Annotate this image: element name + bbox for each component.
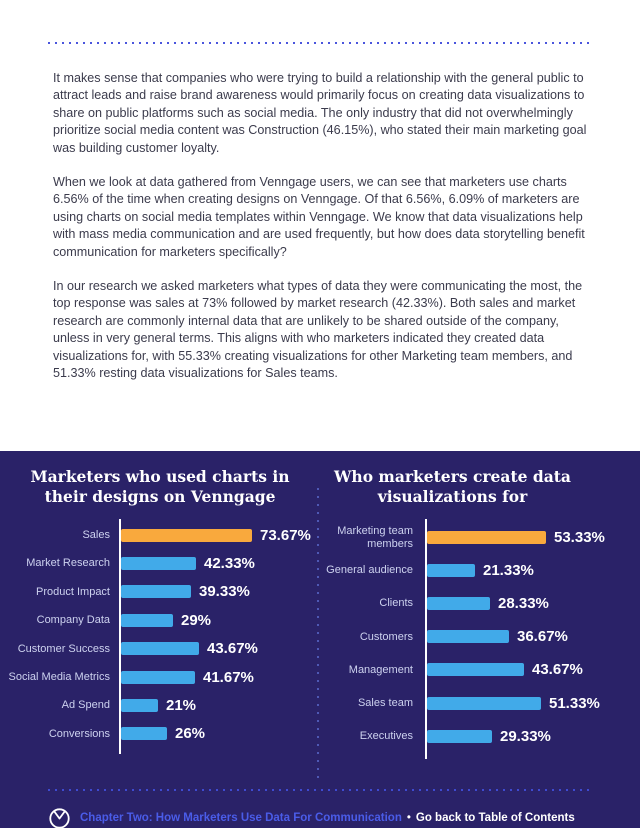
bar-value-label: 39.33% <box>199 583 250 601</box>
bar-value-label: 36.67% <box>517 628 568 646</box>
chart-bar-row: Marketing team members 53.33% <box>320 521 640 554</box>
dotted-divider-vertical <box>317 488 319 780</box>
footer-separator: • <box>406 812 411 825</box>
paragraph-1: It makes sense that companies who were t… <box>53 71 587 155</box>
bar-value-label: 28.33% <box>498 595 549 613</box>
bar <box>427 663 524 677</box>
bar <box>427 531 546 545</box>
paragraph-2: When we look at data gathered from Venng… <box>53 175 585 259</box>
chart-marketers-used-charts: Marketers who used charts in their desig… <box>0 467 320 755</box>
chart-bar-row: Ad Spend 21% <box>0 691 320 719</box>
bar <box>427 729 492 743</box>
chart-title-left-line1: Marketers who used charts in <box>30 467 290 486</box>
bar-value-label: 29% <box>181 611 212 629</box>
bar-value-label: 53.33% <box>554 529 605 547</box>
chart-bar-row: Conversions 26% <box>0 720 320 748</box>
bar-value-label: 21.33% <box>483 562 534 580</box>
chart-title-right: Who marketers create data visualizations… <box>320 467 640 507</box>
chart-bar-row: Clients 28.33% <box>320 587 640 620</box>
bar <box>427 696 541 710</box>
charts-container: Marketers who used charts in their desig… <box>0 467 640 780</box>
bar-category-label: Customers <box>359 630 413 643</box>
bar-value-label: 29.33% <box>500 727 551 745</box>
charts-section: Marketers who used charts in their desig… <box>0 451 640 828</box>
bar <box>427 597 490 611</box>
bar-value-label: 42.33% <box>204 555 255 573</box>
clock-icon <box>49 808 70 828</box>
chart-bar-row: Sales 73.67% <box>0 521 320 549</box>
bar <box>121 670 195 684</box>
chart-bar-row: Sales team 51.33% <box>320 686 640 719</box>
toc-link[interactable]: Go back to Table of Contents <box>415 812 575 825</box>
bar <box>121 613 173 627</box>
bar <box>121 557 196 571</box>
bar-category-label: Market Research <box>26 557 110 570</box>
bar <box>121 642 199 656</box>
bar-value-label: 73.67% <box>260 526 311 544</box>
bar-category-label: Ad Spend <box>61 699 110 712</box>
bar-category-label: Customer Success <box>17 642 110 655</box>
bar-category-label: Marketing team members <box>337 525 413 550</box>
chart-title-left-line2: their designs on Venngage <box>44 487 276 506</box>
chart-title-right-line2: visualizations for <box>377 487 528 506</box>
dotted-divider-footer <box>48 788 592 791</box>
article-section: It makes sense that companies who were t… <box>0 42 640 451</box>
chapter-link[interactable]: Chapter Two: How Marketers Use Data For … <box>80 812 402 825</box>
chart-left-bars: Sales 73.67% Market Research 42.33% Product … <box>0 519 320 755</box>
bar-category-label: Conversions <box>48 727 110 740</box>
bar <box>121 727 167 741</box>
bar-category-label: Product Impact <box>36 585 110 598</box>
chart-bar-row: Customers 36.67% <box>320 620 640 653</box>
bar-value-label: 21% <box>166 697 197 715</box>
bar-category-label: Clients <box>379 597 413 610</box>
bar-category-label: Company Data <box>36 614 110 627</box>
chart-title-right-line1: Who marketers create data <box>334 467 571 486</box>
dotted-divider-top <box>48 42 592 44</box>
chart-bar-row: Product Impact 39.33% <box>0 578 320 606</box>
chart-bar-row: Company Data 29% <box>0 606 320 634</box>
chart-title-left: Marketers who used charts in their desig… <box>0 467 320 507</box>
footer: Chapter Two: How Marketers Use Data For … <box>48 807 640 828</box>
chart-bar-row: General audience 21.33% <box>320 554 640 587</box>
bar-category-label: Social Media Metrics <box>8 670 110 683</box>
bar <box>427 630 509 644</box>
chart-who-marketers-create-for: Who marketers create data visualizations… <box>320 467 640 759</box>
bar-category-label: Sales <box>82 528 110 541</box>
bar-category-label: Executives <box>359 729 413 742</box>
bar <box>121 528 252 542</box>
chart-right-bars: Marketing team members 53.33% General audi… <box>320 519 640 759</box>
bar-value-label: 26% <box>175 725 206 743</box>
chart-bar-row: Management 43.67% <box>320 653 640 686</box>
chart-bar-row: Social Media Metrics 41.67% <box>0 663 320 691</box>
bar-value-label: 43.67% <box>207 640 258 658</box>
paragraph-3: In our research we asked marketers what … <box>53 279 583 381</box>
bar-category-label: Management <box>348 663 413 676</box>
chart-bar-row: Executives 29.33% <box>320 720 640 753</box>
bar-value-label: 51.33% <box>549 694 600 712</box>
bar <box>121 585 191 599</box>
bar-category-label: Sales team <box>357 696 413 709</box>
chart-bar-row: Customer Success 43.67% <box>0 635 320 663</box>
bar-value-label: 43.67% <box>532 661 583 679</box>
bar-value-label: 41.67% <box>203 668 254 686</box>
chart-axis-line <box>425 519 427 759</box>
article-text: It makes sense that companies who were t… <box>53 70 592 383</box>
bar <box>427 564 475 578</box>
chart-bar-row: Market Research 42.33% <box>0 549 320 577</box>
chart-axis-line <box>119 519 121 755</box>
bar <box>121 699 158 713</box>
bar-category-label: General audience <box>326 564 413 577</box>
